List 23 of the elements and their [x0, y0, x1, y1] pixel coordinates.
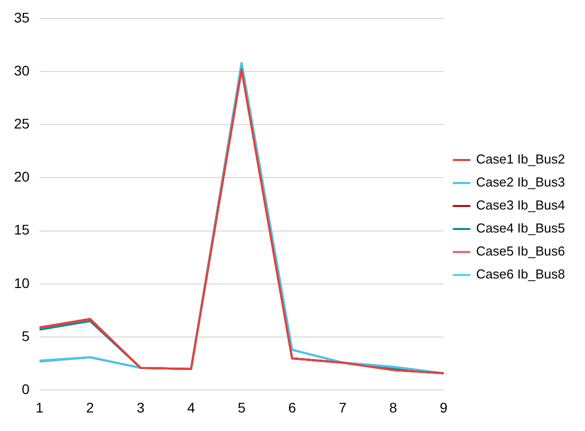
- y-tick-label: 25: [14, 115, 30, 132]
- legend-label: Case1 Ib_Bus2: [476, 152, 566, 167]
- legend-label: Case2 Ib_Bus3: [476, 174, 566, 190]
- y-tick-label: 20: [14, 168, 30, 185]
- legend-label: Case3 Ib_Bus4: [476, 198, 566, 213]
- y-tick-label: 5: [22, 328, 30, 344]
- x-tick-label: 3: [136, 399, 145, 416]
- y-tick-label: 30: [14, 62, 30, 78]
- x-tick-label: 4: [187, 399, 196, 416]
- legend-label: Case5 Ib_Bus6: [476, 244, 566, 259]
- y-tick-label: 10: [14, 274, 30, 291]
- y-tick-label: 15: [14, 222, 30, 238]
- x-tick-label: 9: [440, 399, 448, 416]
- y-tick-label: 35: [14, 9, 30, 26]
- legend-label: Case4 Ib_Bus5: [476, 220, 566, 236]
- legend-label: Case6 Ib_Bus8: [476, 266, 566, 282]
- y-tick-label: 0: [22, 381, 30, 398]
- x-tick-label: 5: [238, 399, 246, 416]
- x-tick-label: 1: [36, 399, 44, 416]
- x-tick-label: 7: [338, 399, 347, 416]
- x-tick-label: 6: [288, 399, 296, 416]
- x-tick-label: 8: [389, 399, 398, 416]
- x-tick-label: 2: [86, 399, 94, 416]
